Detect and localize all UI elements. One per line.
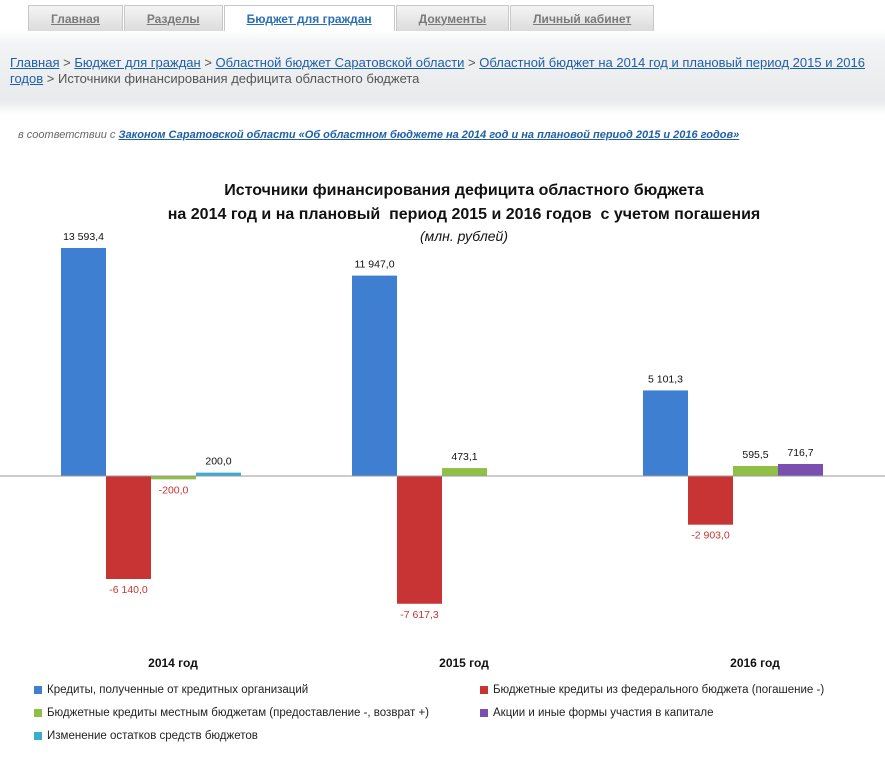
law-note-prefix: в соответствии с [18, 129, 116, 141]
breadcrumb: Главная > Бюджет для граждан > Областной… [10, 55, 880, 87]
top-nav: Главная Разделы Бюджет для граждан Докум… [28, 5, 655, 31]
category-label: 2015 год [439, 656, 489, 670]
bar [733, 466, 778, 476]
bar [643, 390, 688, 476]
legend-item: Бюджетные кредиты из федерального бюджет… [480, 684, 824, 696]
breadcrumb-separator: > [46, 71, 55, 86]
chart-title: Источники финансирования дефицита област… [224, 182, 704, 199]
data-label: 11 947,0 [354, 259, 394, 271]
breadcrumb-separator: > [63, 55, 71, 70]
legend-label: Бюджетные кредиты местным бюджетам (пред… [47, 707, 429, 719]
chart-subtitle: на 2014 год и на плановый период 2015 и … [168, 206, 760, 223]
data-label: 473,1 [451, 451, 477, 463]
breadcrumb-link-home[interactable]: Главная [10, 55, 60, 70]
legend-label: Бюджетные кредиты из федерального бюджет… [493, 684, 825, 696]
category-label: 2016 год [730, 656, 780, 670]
tab-documents[interactable]: Документы [395, 5, 510, 31]
bar [778, 463, 823, 476]
labels-group: 13 593,4 -6 140,0 -200,0 200,0 11 947,0 -7 61… [63, 231, 814, 621]
legend-swatch [34, 709, 42, 717]
bar [151, 476, 196, 480]
legend-item: Изменение остатков средств бюджетов [34, 730, 258, 742]
data-label: 5 101,3 [648, 373, 683, 385]
data-label: -6 140,0 [109, 584, 148, 596]
legend-swatch [34, 732, 42, 740]
breadcrumb-current: Источники финансирования дефицита област… [57, 71, 420, 86]
legend-item: Бюджетные кредиты местным бюджетам (пред… [34, 707, 429, 719]
bar [352, 275, 397, 476]
legend-label: Кредиты, полученные от кредитных организ… [47, 684, 309, 696]
category-labels: 2014 год 2015 год 2016 год [148, 656, 780, 670]
bar [196, 472, 241, 476]
legend-item: Акции и иные формы участия в капитале [480, 707, 713, 719]
bar [106, 476, 151, 579]
tab-home[interactable]: Главная [28, 5, 123, 31]
legend-swatch [34, 686, 42, 694]
data-label: 13 593,4 [63, 231, 104, 243]
tab-citizens-budget[interactable]: Бюджет для граждан [223, 5, 395, 31]
bar [688, 476, 733, 525]
data-label: -7 617,3 [400, 609, 439, 621]
law-link[interactable]: Законом Саратовской области «Об областно… [118, 129, 740, 141]
category-label: 2014 год [148, 656, 198, 670]
chart: Источники финансирования дефицита област… [0, 182, 885, 670]
bar [397, 476, 442, 604]
data-label: -2 903,0 [691, 530, 730, 542]
legend-swatch [480, 686, 488, 694]
bar [442, 468, 487, 476]
bars-group [61, 248, 823, 604]
data-label: -200,0 [159, 484, 189, 496]
tab-sections[interactable]: Разделы [123, 5, 223, 31]
legend-label: Изменение остатков средств бюджетов [47, 730, 258, 742]
data-label: 716,7 [787, 447, 813, 459]
legend-swatch [480, 709, 488, 717]
breadcrumb-separator: > [468, 55, 476, 70]
law-note: в соответствии с Законом Саратовской обл… [18, 129, 739, 141]
legend-label: Акции и иные формы участия в капитале [493, 707, 714, 719]
breadcrumb-link-citizens-budget[interactable]: Бюджет для граждан [74, 55, 201, 70]
data-label: 595,5 [742, 449, 768, 461]
breadcrumb-link-budget-2014[interactable]: Областной бюджет на 2014 год и плановый … [10, 55, 865, 86]
breadcrumb-link-regional-budget[interactable]: Областной бюджет Саратовской области [215, 55, 465, 70]
data-label: 200,0 [205, 456, 231, 468]
bar [61, 248, 106, 476]
tab-account[interactable]: Личный кабинет [510, 5, 655, 31]
legend-item: Кредиты, полученные от кредитных организ… [34, 684, 308, 696]
breadcrumb-separator: > [204, 55, 212, 70]
chart-unit: (млн. рублей) [420, 228, 508, 244]
